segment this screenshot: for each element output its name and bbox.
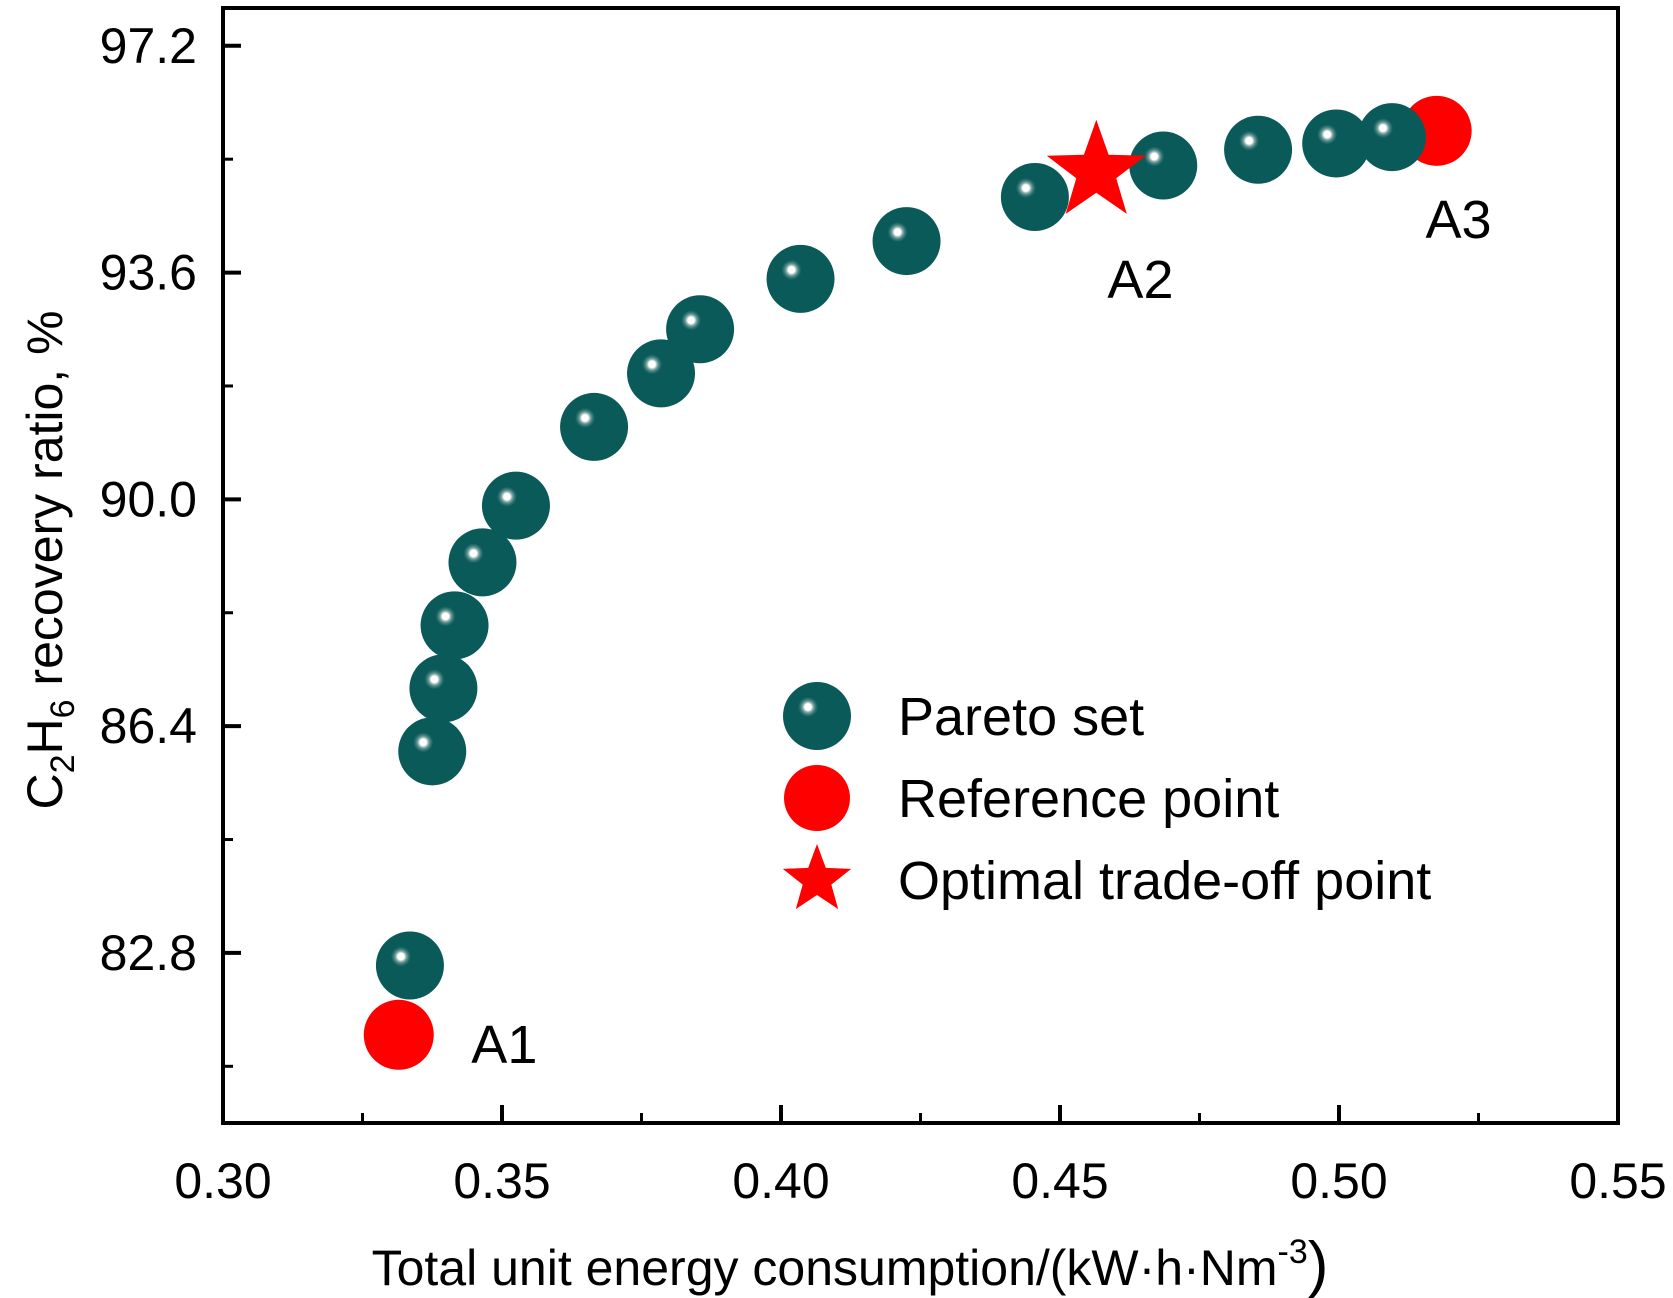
legend-label: Pareto set — [898, 687, 1144, 747]
pareto-point-highlight — [637, 349, 668, 380]
y-axis-title: C2H6 recovery ratio, % — [17, 310, 82, 809]
plot-area: 0.30 0.35 0.40 0.45 0.50 0.55 82.8 86.4 90.0 93.6… — [100, 6, 1667, 1209]
y-axis-title-sub1: 2 — [44, 755, 82, 774]
x-tick-label: 0.40 — [732, 1153, 829, 1209]
y-axis-title-h: H — [17, 718, 73, 754]
pareto-point-highlight — [1139, 141, 1170, 172]
optimal-trade-off-point — [1046, 119, 1146, 214]
y-tick-label: 97.2 — [100, 18, 197, 74]
data-marks — [363, 95, 1472, 1070]
pareto-point-highlight — [570, 402, 601, 433]
annotation-a1: A1 — [471, 1015, 537, 1075]
x-tick-label: 0.45 — [1011, 1153, 1108, 1209]
x-axis-title-sup: -3 — [1278, 1233, 1308, 1271]
legend-label: Reference point — [898, 769, 1279, 829]
pareto-point-highlight — [882, 217, 913, 248]
annotation-a2: A2 — [1107, 250, 1173, 310]
legend-marker-pareto-set-highlight — [793, 692, 823, 722]
x-tick-label: 0.35 — [453, 1153, 550, 1209]
pareto-point-highlight — [419, 664, 450, 695]
pareto-point-highlight — [458, 538, 489, 569]
annotation-a3: A3 — [1425, 190, 1491, 250]
legend: Pareto set Reference point Optimal trade-o… — [782, 682, 1431, 911]
pareto-point-highlight — [676, 305, 707, 336]
annotations: A1 A2 A3 — [471, 190, 1491, 1075]
legend-label: Optimal trade-off point — [898, 851, 1431, 911]
y-axis-title-rest: recovery ratio, % — [17, 310, 73, 699]
y-axis-title-c: C — [17, 773, 73, 809]
pareto-point-highlight — [408, 727, 439, 758]
x-axis-title-main: Total unit energy consumption/(kW·h·Nm — [372, 1240, 1278, 1296]
pareto-point-highlight — [491, 481, 522, 512]
y-tick-label: 93.6 — [100, 245, 197, 301]
reference-point — [363, 999, 434, 1070]
y-axis-title-sub2: 6 — [44, 699, 82, 718]
pareto-point-highlight — [1368, 113, 1399, 144]
y-tick-label: 86.4 — [100, 698, 197, 754]
pareto-point-highlight — [1010, 172, 1041, 203]
x-axis-title: Total unit energy consumption/(kW·h·Nm-3… — [372, 1230, 1329, 1298]
x-axis-title-close: ) — [1308, 1230, 1329, 1298]
y-tick-label: 82.8 — [100, 925, 197, 981]
legend-marker-reference-point — [784, 765, 850, 831]
pareto-point-highlight — [1234, 125, 1265, 156]
x-tick-label: 0.50 — [1290, 1153, 1387, 1209]
legend-marker-optimal-trade-off-point — [782, 844, 852, 910]
x-tick-label: 0.30 — [174, 1153, 271, 1209]
pareto-point-highlight — [385, 941, 416, 972]
x-tick-label: 0.55 — [1569, 1153, 1666, 1209]
pareto-point-highlight — [430, 601, 461, 632]
pareto-point-highlight — [776, 254, 807, 285]
y-tick-label: 90.0 — [100, 471, 197, 527]
pareto-point-highlight — [1312, 119, 1343, 150]
